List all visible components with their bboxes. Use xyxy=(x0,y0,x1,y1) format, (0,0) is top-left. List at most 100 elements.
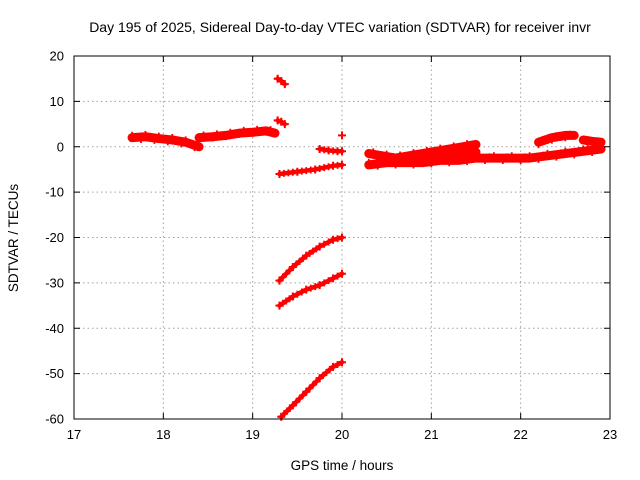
series-arc-small-19.75 xyxy=(315,145,346,156)
data-point xyxy=(168,135,177,144)
trail-marker xyxy=(177,140,185,148)
series-band-22.2-22.6 xyxy=(534,130,579,149)
series-band-22.7-22.9 xyxy=(578,135,606,148)
data-point xyxy=(525,154,534,163)
trail-marker xyxy=(503,153,511,161)
data-point xyxy=(597,138,606,147)
tick-layer: 17 18 19 20 21 22 23 20 10 0 -10 -20 -30 -40 -50 -60 xyxy=(45,49,617,443)
data-layer xyxy=(127,74,606,421)
trail-marker xyxy=(299,391,307,399)
trail-marker xyxy=(137,135,145,143)
trail-marker xyxy=(286,266,294,274)
data-point xyxy=(275,301,284,310)
data-point xyxy=(364,149,373,158)
trail-marker xyxy=(566,130,574,138)
trail-marker xyxy=(298,288,306,296)
trail-marker xyxy=(292,398,300,406)
y-tick-label: -10 xyxy=(45,185,64,200)
x-tick-label: 17 xyxy=(67,427,81,442)
trail-marker xyxy=(552,153,560,161)
trail-marker xyxy=(436,149,444,157)
trail-marker xyxy=(499,156,507,164)
y-tick-label: -30 xyxy=(45,275,64,290)
y-axis-title: SDTVAR / TECUs xyxy=(6,184,21,293)
trail-marker xyxy=(485,153,493,161)
data-point xyxy=(579,135,588,144)
trail-marker xyxy=(401,153,409,161)
series-band-17.6-18.4 xyxy=(127,130,204,152)
data-point xyxy=(302,285,311,294)
trail-marker xyxy=(164,138,172,146)
trail-marker xyxy=(535,155,543,163)
trail-marker xyxy=(383,150,391,158)
data-point xyxy=(338,358,346,367)
data-point xyxy=(489,154,498,163)
data-point xyxy=(288,262,297,271)
trail-marker xyxy=(279,273,287,281)
series-arc-minus6 xyxy=(275,160,346,178)
data-point xyxy=(280,120,289,129)
data-point xyxy=(534,138,543,147)
data-point xyxy=(195,133,204,142)
data-point xyxy=(561,149,570,158)
data-point xyxy=(409,154,418,163)
series-band-20.6-21.5-mid2 xyxy=(391,147,481,165)
series-point-20.0 xyxy=(338,131,346,140)
data-point xyxy=(288,401,297,410)
trail-marker xyxy=(320,240,328,248)
y-tick-label: -50 xyxy=(45,366,64,381)
grid-layer xyxy=(74,56,610,419)
series-band-18.4-19.25 xyxy=(194,125,280,143)
trail-marker xyxy=(517,156,525,164)
series-arc-5-19.3 xyxy=(273,116,289,129)
data-point xyxy=(445,150,454,159)
trail-marker xyxy=(369,148,377,156)
data-point xyxy=(338,147,346,156)
trail-marker xyxy=(293,290,301,298)
data-point xyxy=(561,131,570,140)
trail-marker xyxy=(296,395,304,403)
trail-marker xyxy=(463,140,471,148)
x-axis-title: GPS time / hours xyxy=(291,458,394,473)
data-point xyxy=(364,160,373,169)
trail-marker xyxy=(334,272,342,280)
chart-title: Day 195 of 2025, Sidereal Day-to-day VTE… xyxy=(89,19,591,35)
data-point xyxy=(329,161,338,170)
data-point xyxy=(311,165,320,174)
x-tick-label: 21 xyxy=(424,427,438,442)
trail-marker xyxy=(481,156,489,164)
data-point xyxy=(315,242,324,251)
trail-marker xyxy=(463,158,471,166)
trail-marker xyxy=(325,238,333,246)
trail-marker xyxy=(570,151,578,159)
data-point xyxy=(280,80,289,89)
trail-marker xyxy=(552,132,560,140)
trail-marker xyxy=(200,131,208,139)
x-tick-label: 23 xyxy=(603,427,617,442)
data-point xyxy=(463,149,472,158)
series-arc-minus30 xyxy=(275,233,346,285)
data-point xyxy=(329,274,338,283)
data-point xyxy=(293,167,302,176)
data-point xyxy=(588,137,597,146)
data-point xyxy=(221,131,230,140)
trail-marker xyxy=(309,381,317,389)
data-point xyxy=(329,362,338,371)
data-point xyxy=(329,235,338,244)
trail-marker xyxy=(240,126,248,134)
series-arc-upper-19.3 xyxy=(273,74,289,89)
data-point xyxy=(472,148,480,157)
trail-marker xyxy=(282,270,290,278)
trail-marker xyxy=(311,283,319,291)
data-point xyxy=(141,132,150,141)
trail-marker xyxy=(418,151,426,159)
trail-marker xyxy=(427,160,435,168)
data-point xyxy=(235,129,244,138)
trail-marker xyxy=(213,130,221,138)
trail-marker xyxy=(454,148,462,156)
trail-marker xyxy=(374,162,382,170)
trail-marker xyxy=(325,277,333,285)
data-point xyxy=(547,133,556,142)
